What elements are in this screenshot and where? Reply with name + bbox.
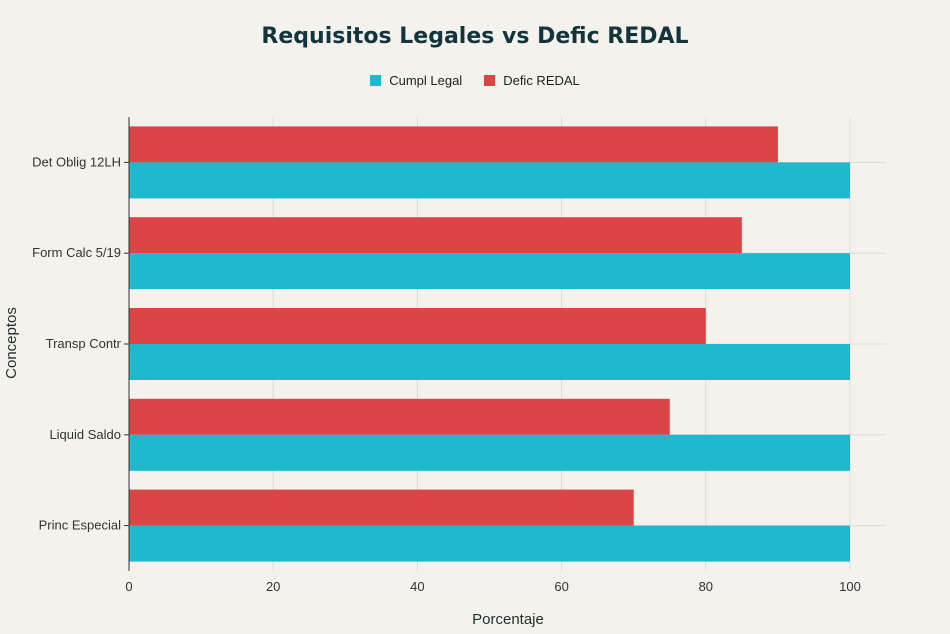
bar-defic-redal[interactable] (129, 489, 634, 526)
bar-defic-redal[interactable] (129, 217, 742, 254)
legend-item-cumpl-legal[interactable]: Cumpl Legal (370, 73, 462, 88)
bar-defic-redal[interactable] (129, 308, 706, 344)
legend-swatch-cumpl-legal (370, 75, 382, 86)
legend-label-cumpl-legal: Cumpl Legal (389, 73, 463, 88)
bar-cumpl-legal[interactable] (129, 253, 850, 290)
bar-defic-redal[interactable] (129, 398, 670, 435)
y-tick-label: Det Oblig 12LH (32, 154, 121, 169)
y-tick-label: Form Calc 5/19 (32, 245, 121, 260)
y-tick-label: Princ Especial (39, 518, 121, 533)
bar-defic-redal[interactable] (129, 126, 778, 163)
x-tick-label: 20 (266, 579, 280, 594)
x-tick-label: 60 (554, 579, 568, 594)
y-tick-label: Transp Contr (46, 336, 122, 351)
legend: Cumpl Legal Defic REDAL (0, 73, 950, 88)
x-tick-label: 0 (125, 579, 132, 594)
chart-title: Requisitos Legales vs Defic REDAL (261, 24, 689, 49)
legend-swatch-defic-redal (484, 75, 496, 86)
y-tick-label: Liquid Saldo (49, 427, 121, 442)
bar-cumpl-legal[interactable] (129, 525, 850, 562)
x-tick-label: 80 (699, 579, 713, 594)
x-tick-label: 40 (410, 579, 424, 594)
bar-cumpl-legal[interactable] (129, 434, 850, 471)
y-axis-title: Conceptos (3, 307, 20, 379)
legend-label-defic-redal: Defic REDAL (503, 73, 580, 88)
bar-cumpl-legal[interactable] (129, 344, 850, 380)
x-tick-label: 100 (839, 579, 861, 594)
bar-cumpl-legal[interactable] (129, 162, 850, 199)
x-axis-title: Porcentaje (472, 611, 544, 628)
legend-item-defic-redal[interactable]: Defic REDAL (484, 73, 580, 88)
